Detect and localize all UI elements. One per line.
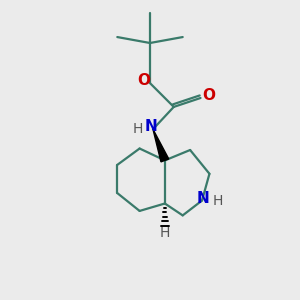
Polygon shape xyxy=(153,129,169,162)
Text: H: H xyxy=(132,122,143,136)
Text: O: O xyxy=(202,88,215,103)
Text: O: O xyxy=(137,73,150,88)
Text: H: H xyxy=(212,194,223,208)
Text: H: H xyxy=(160,226,170,240)
Text: N: N xyxy=(145,119,158,134)
Text: N: N xyxy=(197,191,210,206)
